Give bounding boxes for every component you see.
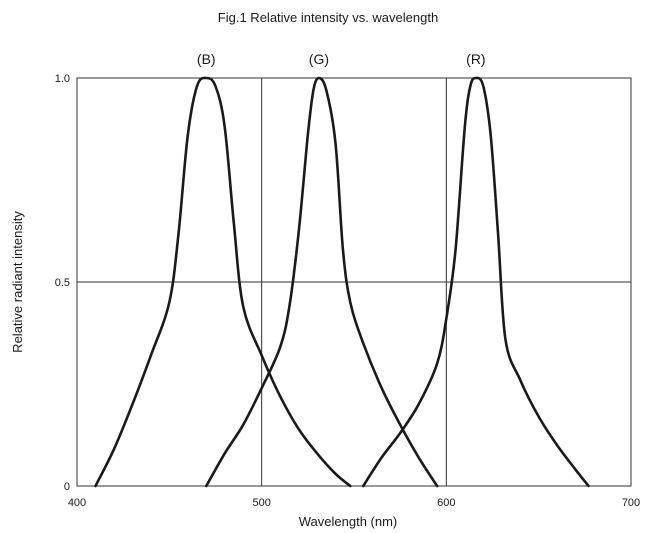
series-lines: [94, 76, 590, 488]
series-line-r: [361, 76, 590, 488]
series-line-g: [205, 76, 439, 488]
x-tick-label-700: 700: [622, 497, 640, 509]
series-labels: (B) (G) (R): [197, 51, 486, 67]
y-tick-label-0-5: 0.5: [55, 277, 70, 289]
y-tick-label-0: 0: [64, 481, 70, 493]
x-tick-label-600: 600: [437, 497, 455, 509]
x-tick-label-400: 400: [68, 497, 86, 509]
plot-area-frame: [76, 77, 632, 487]
series-label-g: (G): [309, 51, 329, 67]
x-axis-ticks: 400 500 600 700: [68, 497, 640, 509]
chart-title: Fig.1 Relative intensity vs. wavelength: [218, 10, 438, 25]
y-axis-ticks: 0 0.5 1.0: [55, 73, 70, 493]
y-axis-label: Relative radiant intensity: [10, 211, 25, 353]
series-line-b: [94, 76, 352, 488]
series-label-r: (R): [466, 51, 485, 67]
x-axis-label: Wavelength (nm): [299, 514, 398, 529]
x-tick-label-500: 500: [252, 497, 270, 509]
series-label-b: (B): [197, 51, 216, 67]
y-tick-label-1: 1.0: [55, 73, 70, 85]
grid-lines: [77, 78, 631, 486]
